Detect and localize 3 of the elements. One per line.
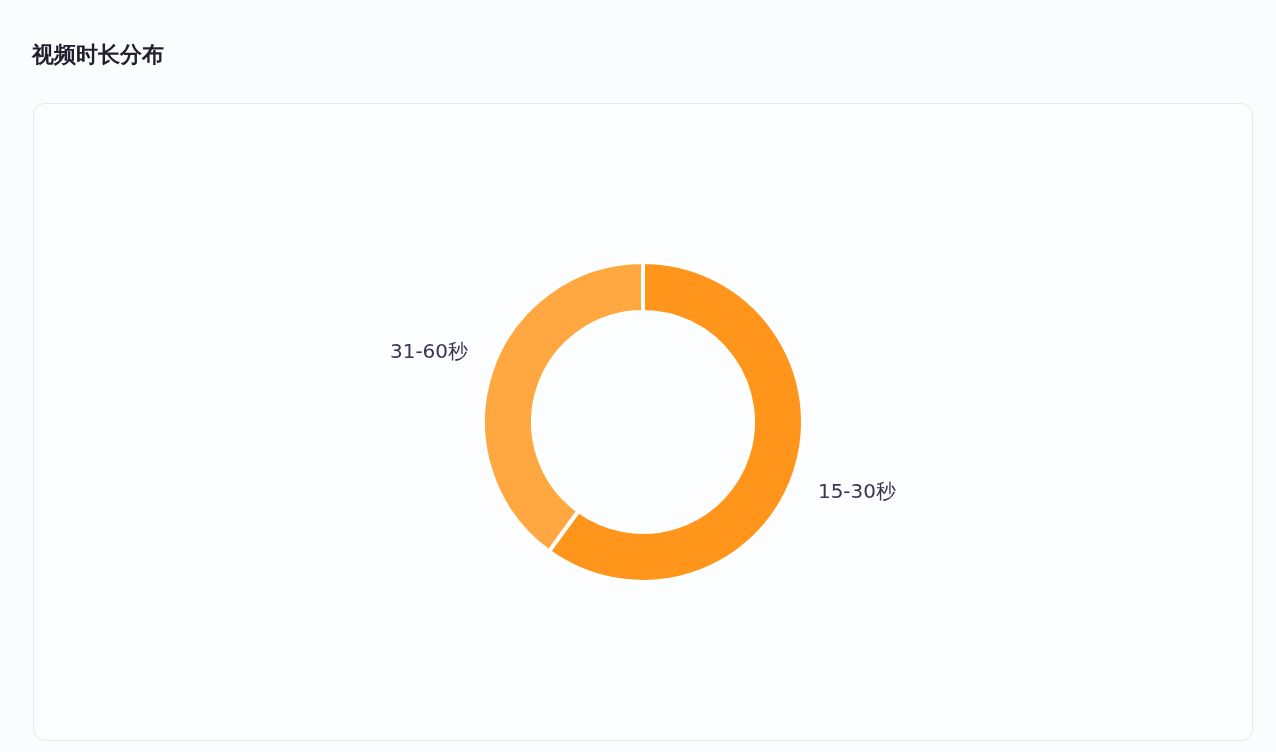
text: 视频时长分布 [32, 41, 164, 69]
slice-label: 31-60秒 [389, 339, 469, 364]
slice-label: 15-30秒 [817, 478, 897, 503]
